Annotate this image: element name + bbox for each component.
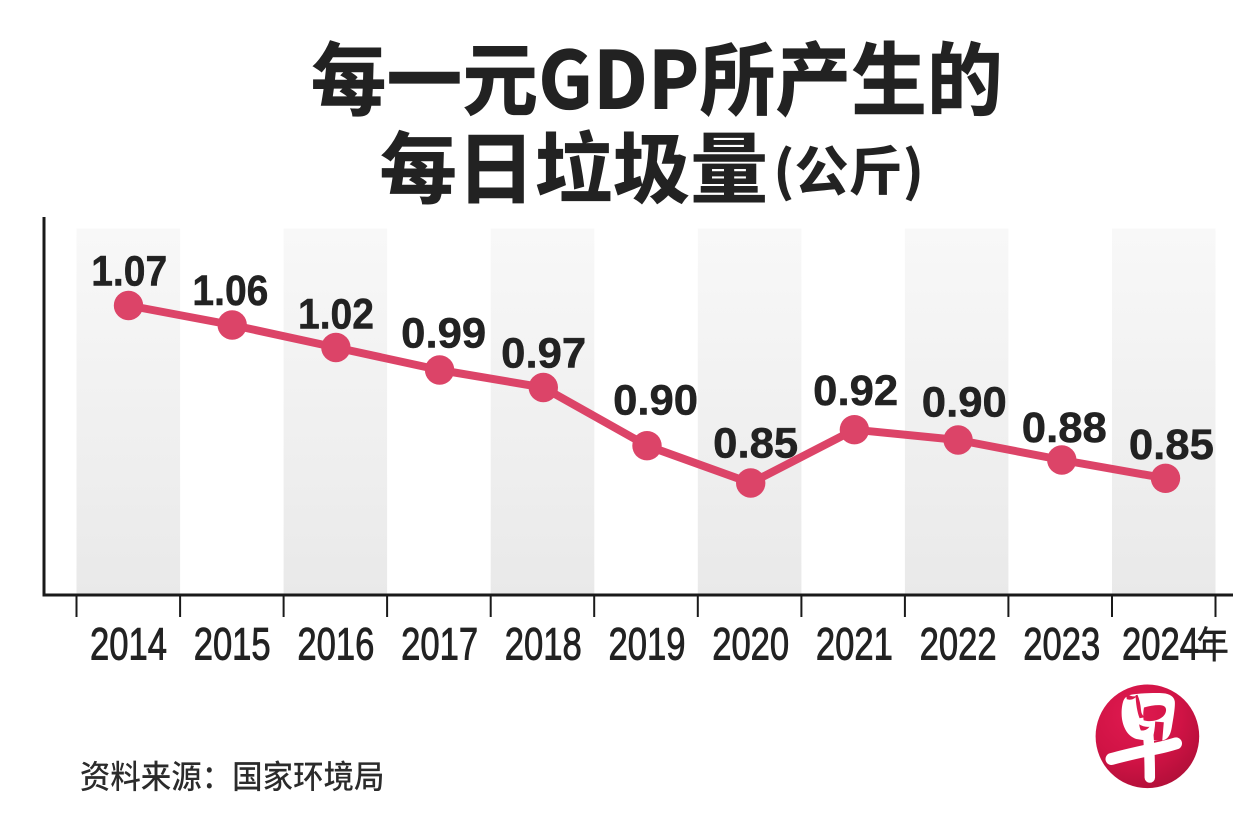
svg-text:2024: 2024 bbox=[1122, 619, 1199, 670]
svg-text:1.07: 1.07 bbox=[91, 248, 167, 296]
svg-text:2017: 2017 bbox=[401, 619, 478, 670]
svg-text:2023: 2023 bbox=[1023, 619, 1100, 670]
svg-text:1.02: 1.02 bbox=[298, 290, 374, 338]
svg-text:0.85: 0.85 bbox=[1129, 421, 1214, 469]
svg-text:0.99: 0.99 bbox=[401, 309, 486, 357]
svg-text:0.88: 0.88 bbox=[1022, 404, 1107, 452]
svg-text:2019: 2019 bbox=[609, 619, 686, 670]
svg-text:2014: 2014 bbox=[90, 619, 167, 670]
svg-text:0.90: 0.90 bbox=[922, 378, 1007, 426]
svg-text:2018: 2018 bbox=[505, 619, 582, 670]
svg-text:2016: 2016 bbox=[297, 619, 374, 670]
svg-text:0.97: 0.97 bbox=[501, 329, 586, 377]
svg-text:0.92: 0.92 bbox=[813, 367, 898, 415]
svg-text:2015: 2015 bbox=[194, 619, 271, 670]
svg-text:2020: 2020 bbox=[712, 619, 789, 670]
svg-text:2022: 2022 bbox=[920, 619, 997, 670]
svg-text:1.06: 1.06 bbox=[192, 267, 268, 315]
svg-text:0.85: 0.85 bbox=[713, 419, 798, 467]
svg-text:0.90: 0.90 bbox=[613, 377, 698, 425]
svg-text:2021: 2021 bbox=[816, 619, 893, 670]
